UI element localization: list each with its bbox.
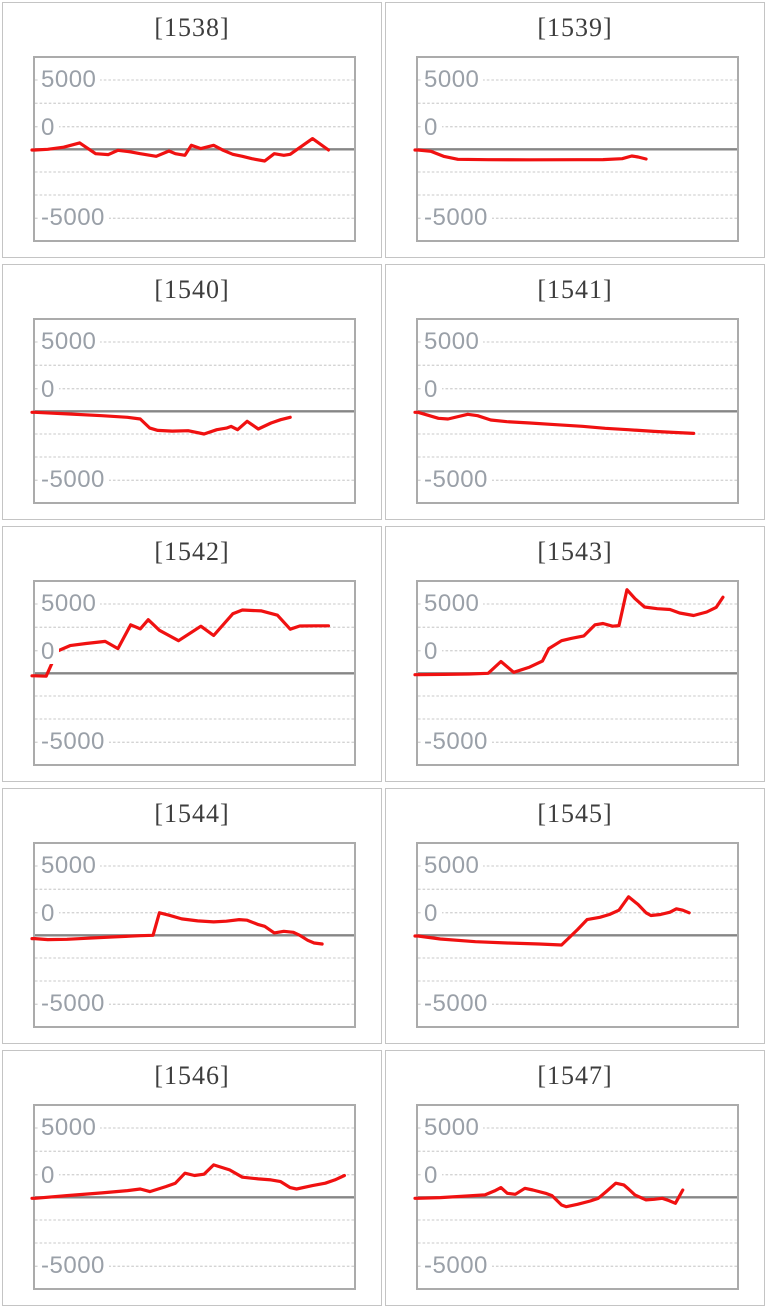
payout-chart-canvas xyxy=(413,588,737,743)
y-axis-label-5000: 5000 xyxy=(39,854,101,878)
machine-number-title: [1544] xyxy=(154,799,230,828)
y-axis-label-minus5000: -5000 xyxy=(422,1254,492,1278)
plot-area: 5000 0 -5000 xyxy=(30,318,356,504)
plot-area: 5000 0 -5000 xyxy=(413,580,739,766)
y-axis-label-5000: 5000 xyxy=(422,1116,484,1140)
machine-panel: [1544] 5000 0 -5000 xyxy=(2,788,382,1044)
payout-line xyxy=(413,410,696,436)
y-axis-label-minus5000: -5000 xyxy=(39,468,109,492)
payout-chart-canvas xyxy=(30,341,354,481)
machine-panel: [1539] 5000 0 -5000 xyxy=(385,2,765,258)
y-axis-label-0: 0 xyxy=(422,1164,442,1188)
machine-panel: [1542] 5000 0 -5000 xyxy=(2,526,382,782)
payout-chart-canvas xyxy=(413,865,737,1005)
machine-panel: [1540] 5000 0 -5000 xyxy=(2,264,382,520)
payout-chart-canvas xyxy=(30,603,354,743)
y-axis-label-0: 0 xyxy=(422,378,442,402)
y-axis-label-minus5000: -5000 xyxy=(39,1254,109,1278)
y-axis-label-5000: 5000 xyxy=(39,1116,101,1140)
payout-line xyxy=(413,1181,685,1209)
payout-chart-canvas xyxy=(30,1127,354,1267)
payout-chart-canvas xyxy=(413,79,737,219)
plot-area: 5000 0 -5000 xyxy=(30,1104,356,1290)
machine-number-title: [1541] xyxy=(537,275,613,304)
plot-area: 5000 0 -5000 xyxy=(30,842,356,1028)
y-axis-label-0: 0 xyxy=(39,640,59,664)
machine-panel: [1543] 5000 0 -5000 xyxy=(385,526,765,782)
payout-line xyxy=(413,895,691,947)
y-axis-label-5000: 5000 xyxy=(39,68,101,92)
machine-number-title: [1546] xyxy=(154,1061,230,1090)
plot-area: 5000 0 -5000 xyxy=(30,56,356,242)
plot-area: 5000 0 -5000 xyxy=(413,1104,739,1290)
y-axis-label-0: 0 xyxy=(39,902,59,926)
machine-number-title: [1539] xyxy=(537,13,613,42)
y-axis-label-5000: 5000 xyxy=(39,592,101,616)
y-axis-label-5000: 5000 xyxy=(422,592,484,616)
plot-area: 5000 0 -5000 xyxy=(30,580,356,766)
payout-chart-canvas xyxy=(30,79,354,219)
plot-area: 5000 0 -5000 xyxy=(413,842,739,1028)
machine-number-title: [1547] xyxy=(537,1061,613,1090)
payout-line xyxy=(30,911,324,946)
payout-chart-canvas xyxy=(413,1127,737,1267)
y-axis-label-5000: 5000 xyxy=(422,854,484,878)
y-axis-label-0: 0 xyxy=(39,1164,59,1188)
machine-number-title: [1542] xyxy=(154,537,230,566)
y-axis-label-0: 0 xyxy=(39,116,59,140)
y-axis-label-0: 0 xyxy=(422,902,442,926)
machine-number-title: [1543] xyxy=(537,537,613,566)
machine-panel: [1546] 5000 0 -5000 xyxy=(2,1050,382,1306)
payout-chart-canvas xyxy=(413,341,737,481)
y-axis-label-5000: 5000 xyxy=(422,330,484,354)
payout-line xyxy=(30,608,331,678)
plot-area: 5000 0 -5000 xyxy=(413,56,739,242)
payout-line xyxy=(413,148,648,162)
machine-panel: [1538] 5000 0 -5000 xyxy=(2,2,382,258)
machine-panel: [1545] 5000 0 -5000 xyxy=(385,788,765,1044)
machine-number-title: [1540] xyxy=(154,275,230,304)
y-axis-label-minus5000: -5000 xyxy=(422,468,492,492)
payout-chart-canvas xyxy=(30,865,354,1005)
payout-line xyxy=(30,1163,347,1200)
machine-panel: [1547] 5000 0 -5000 xyxy=(385,1050,765,1306)
machine-panel: [1541] 5000 0 -5000 xyxy=(385,264,765,520)
y-axis-label-minus5000: -5000 xyxy=(39,206,109,230)
y-axis-label-minus5000: -5000 xyxy=(422,730,492,754)
plot-area: 5000 0 -5000 xyxy=(413,318,739,504)
machine-number-title: [1538] xyxy=(154,13,230,42)
machine-number-title: [1545] xyxy=(537,799,613,828)
payout-line xyxy=(30,136,331,163)
y-axis-label-minus5000: -5000 xyxy=(39,730,109,754)
payout-line xyxy=(30,410,292,436)
payout-line xyxy=(413,588,725,677)
y-axis-label-minus5000: -5000 xyxy=(422,992,492,1016)
y-axis-label-5000: 5000 xyxy=(422,68,484,92)
y-axis-label-0: 0 xyxy=(422,116,442,140)
y-axis-label-minus5000: -5000 xyxy=(422,206,492,230)
y-axis-label-0: 0 xyxy=(39,378,59,402)
y-axis-label-5000: 5000 xyxy=(39,330,101,354)
y-axis-label-0: 0 xyxy=(422,640,442,664)
y-axis-label-minus5000: -5000 xyxy=(39,992,109,1016)
